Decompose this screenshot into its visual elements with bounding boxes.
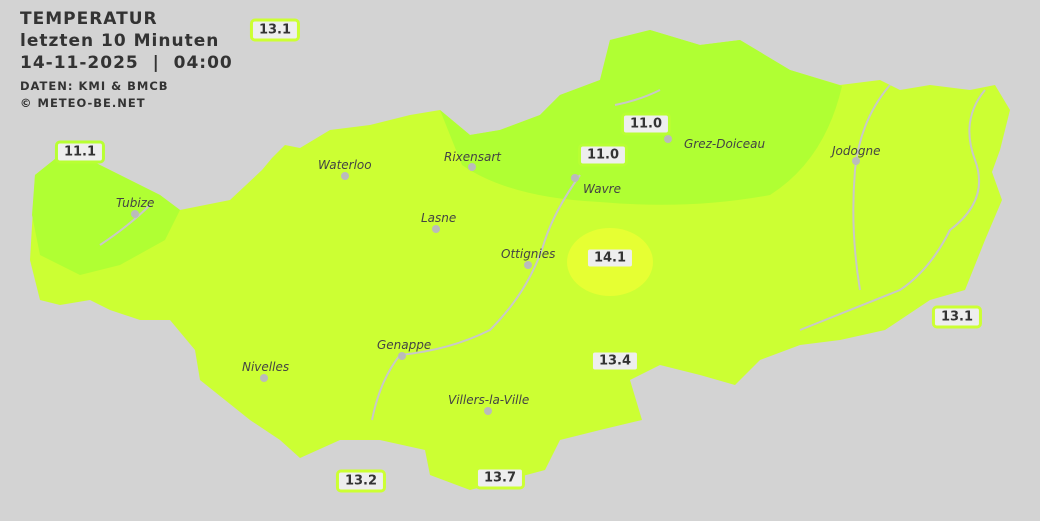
temperature-badge[interactable]: 14.1 bbox=[584, 246, 636, 270]
temperature-badge[interactable]: 13.1 bbox=[249, 18, 301, 42]
svg-text:Lasne: Lasne bbox=[421, 211, 456, 225]
svg-text:Grez-Doiceau: Grez-Doiceau bbox=[684, 137, 765, 151]
svg-text:Wavre: Wavre bbox=[583, 182, 621, 196]
temperature-badge[interactable]: 11.0 bbox=[620, 112, 672, 136]
city-markers: Waterloo Rixensart Wavre Grez-Doiceau Jo… bbox=[116, 135, 880, 415]
zone-11-west bbox=[32, 155, 180, 275]
temperature-badge[interactable]: 11.0 bbox=[577, 143, 629, 167]
svg-text:Nivelles: Nivelles bbox=[242, 360, 289, 374]
temperature-badge[interactable]: 13.4 bbox=[589, 349, 641, 373]
datetime: 14-11-2025 | 04:00 bbox=[20, 53, 233, 73]
map-header: TEMPERATUR letzten 10 Minuten 14-11-2025… bbox=[20, 9, 233, 110]
svg-text:Ottignies: Ottignies bbox=[501, 247, 555, 261]
svg-text:Villers-la-Ville: Villers-la-Ville bbox=[448, 393, 529, 407]
temperature-badge[interactable]: 13.7 bbox=[474, 466, 526, 490]
svg-text:Rixensart: Rixensart bbox=[444, 150, 502, 164]
svg-text:Waterloo: Waterloo bbox=[318, 158, 372, 172]
temperature-badge[interactable]: 13.1 bbox=[931, 305, 983, 329]
rivers bbox=[99, 84, 986, 421]
title: TEMPERATUR bbox=[20, 9, 158, 29]
svg-text:Tubize: Tubize bbox=[116, 196, 154, 210]
copyright: © METEO-BE.NET bbox=[20, 96, 146, 110]
source: DATEN: KMI & BMCB bbox=[20, 79, 169, 93]
subtitle: letzten 10 Minuten bbox=[20, 31, 220, 51]
temperature-badge[interactable]: 13.2 bbox=[335, 469, 387, 493]
svg-text:Jodogne: Jodogne bbox=[830, 144, 880, 158]
svg-text:Genappe: Genappe bbox=[377, 338, 431, 352]
temperature-badge[interactable]: 11.1 bbox=[54, 140, 106, 164]
